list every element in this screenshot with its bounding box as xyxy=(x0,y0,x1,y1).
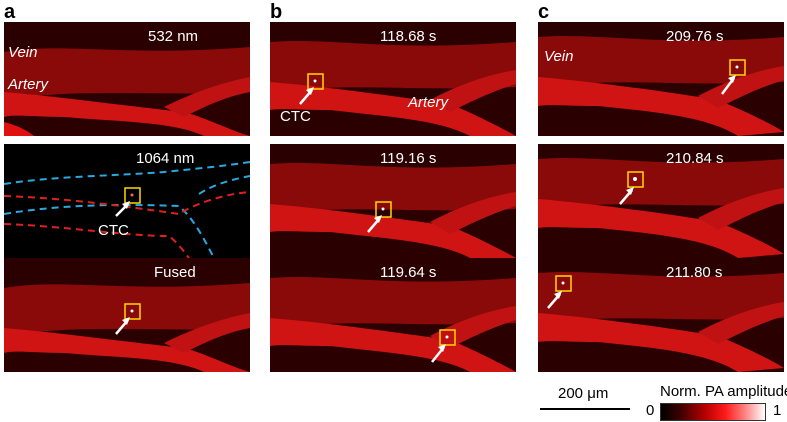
ctc-label: CTC xyxy=(98,222,129,239)
tile-b-1: 118.68 s Artery CTC xyxy=(270,22,516,136)
ctc-marker-box xyxy=(627,171,644,188)
ctc-marker-box xyxy=(124,303,141,320)
tile-label: 532 nm xyxy=(148,28,199,45)
tile-a-fused: Fused xyxy=(4,258,250,372)
ctc-marker-box xyxy=(439,329,456,346)
tile-label: Fused xyxy=(154,264,196,281)
scalebar-line xyxy=(540,408,630,410)
tile-c-3: 211.80 s xyxy=(538,258,784,372)
tile-label: 118.68 s xyxy=(380,28,437,45)
vessel-image xyxy=(270,144,516,258)
vessel-image xyxy=(270,258,516,372)
ctc-marker-box xyxy=(729,59,746,76)
ctc-marker-box xyxy=(124,187,141,204)
tile-c-1: 209.76 s Vein xyxy=(538,22,784,136)
vein-label: Vein xyxy=(8,44,38,61)
colorbar-min-label: 0 xyxy=(646,402,655,419)
tile-a-532nm: 532 nm Vein Artery xyxy=(4,22,250,136)
tile-label: 119.64 s xyxy=(380,264,437,281)
scalebar-label: 200 μm xyxy=(558,385,609,402)
vessel-image xyxy=(4,22,250,136)
vessel-image xyxy=(538,144,784,258)
vein-label: Vein xyxy=(544,48,574,65)
tile-c-2: 210.84 s xyxy=(538,144,784,258)
colorbar xyxy=(660,403,766,421)
vessel-image xyxy=(4,258,250,372)
vessel-image xyxy=(270,22,516,136)
tile-a-1064nm: 1064 nm CTC xyxy=(4,144,250,258)
panel-letter-b: b xyxy=(270,1,283,23)
colorbar-max-label: 1 xyxy=(773,402,782,419)
panel-letter-a: a xyxy=(4,1,16,23)
colorbar-title: Norm. PA amplitude xyxy=(660,383,787,400)
tile-b-2: 119.16 s xyxy=(270,144,516,258)
vessel-outline-image xyxy=(4,144,250,258)
panel-letter-c: c xyxy=(538,1,550,23)
tile-b-3: 119.64 s xyxy=(270,258,516,372)
artery-label: Artery xyxy=(8,76,49,93)
ctc-marker-box xyxy=(307,73,324,90)
tile-label: 1064 nm xyxy=(136,150,195,167)
ctc-marker-box xyxy=(375,201,392,218)
ctc-label: CTC xyxy=(280,108,311,125)
tile-label: 209.76 s xyxy=(666,28,724,45)
vessel-image xyxy=(538,258,784,372)
ctc-marker-box xyxy=(555,275,572,292)
vessel-image xyxy=(538,22,784,136)
tile-label: 210.84 s xyxy=(666,150,724,167)
tile-label: 211.80 s xyxy=(666,264,723,281)
tile-label: 119.16 s xyxy=(380,150,437,167)
artery-label: Artery xyxy=(408,94,449,111)
